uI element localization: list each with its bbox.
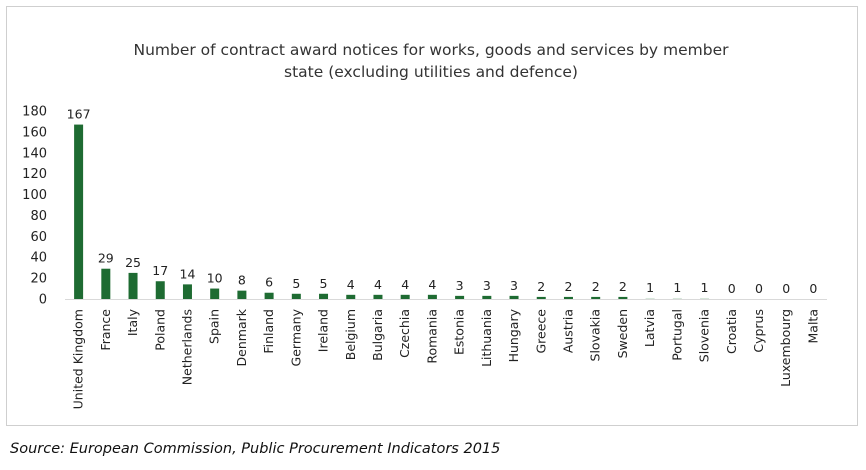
bar — [210, 288, 220, 299]
bar — [182, 284, 192, 299]
data-label: 3 — [483, 278, 491, 293]
bar — [618, 296, 628, 299]
bar — [591, 296, 601, 299]
bar — [155, 281, 165, 299]
bar — [101, 268, 111, 299]
data-label: 8 — [238, 273, 246, 288]
bar — [291, 293, 301, 299]
category-label: Hungary — [506, 308, 521, 362]
y-tick-label: 160 — [22, 125, 47, 140]
data-label: 29 — [98, 251, 114, 266]
category-label: Slovenia — [697, 309, 712, 362]
data-label: 0 — [809, 281, 817, 296]
data-label: 1 — [646, 280, 654, 295]
data-label: 3 — [510, 278, 518, 293]
data-label: 0 — [755, 281, 763, 296]
data-label: 4 — [374, 277, 382, 292]
bar — [509, 295, 519, 299]
y-tick-label: 0 — [39, 293, 47, 308]
data-label: 2 — [592, 279, 600, 294]
data-label: 1 — [701, 280, 709, 295]
category-label: Croatia — [724, 309, 739, 354]
category-label: Czechia — [397, 309, 412, 358]
bar — [536, 296, 546, 299]
y-tick-label: 60 — [30, 230, 47, 245]
data-label: 4 — [428, 277, 436, 292]
category-label: Bulgaria — [370, 309, 385, 361]
bar — [645, 297, 655, 299]
bar — [672, 297, 682, 299]
category-label: Greece — [533, 309, 548, 354]
y-tick-label: 40 — [30, 251, 47, 266]
bar — [346, 294, 356, 299]
bar — [563, 296, 573, 299]
bar — [264, 292, 274, 299]
data-label: 3 — [456, 278, 464, 293]
y-tick-label: 20 — [30, 272, 47, 287]
category-label: Poland — [152, 309, 167, 351]
data-label: 167 — [67, 107, 91, 122]
x-axis: United Kingdom France Italy Poland Netherlan… — [65, 299, 827, 409]
bar — [128, 272, 138, 299]
data-label: 2 — [537, 279, 545, 294]
data-label: 17 — [152, 263, 168, 278]
category-label: Austria — [560, 309, 575, 353]
category-label: France — [98, 309, 113, 351]
bar — [400, 294, 410, 299]
y-tick-label: 120 — [22, 167, 47, 182]
category-label: Germany — [288, 308, 303, 366]
chart-frame: Number of contract award notices for wor… — [6, 6, 858, 426]
category-label: United Kingdom — [71, 309, 86, 409]
data-label: 4 — [347, 277, 355, 292]
category-label: Ireland — [316, 309, 331, 352]
bar — [700, 297, 710, 299]
category-label: Cyprus — [751, 309, 766, 353]
category-label: Spain — [207, 309, 222, 344]
category-label: Latvia — [642, 309, 657, 347]
source-note: Source: European Commission, Public Proc… — [10, 441, 501, 457]
data-label: 25 — [125, 255, 141, 270]
bar — [319, 293, 329, 299]
category-label: Estonia — [452, 309, 467, 355]
y-tick-label: 100 — [22, 188, 47, 203]
data-label: 0 — [782, 281, 790, 296]
category-label: Denmark — [234, 308, 249, 366]
bar — [373, 294, 383, 299]
category-label: Portugal — [669, 309, 684, 361]
y-tick-label: 140 — [22, 146, 47, 161]
bar — [482, 295, 492, 299]
category-label: Italy — [125, 308, 140, 336]
y-tick-label: 180 — [22, 105, 47, 120]
chart-title-line-1: Number of contract award notices for wor… — [133, 41, 729, 59]
bars — [74, 124, 710, 299]
data-label: 10 — [207, 271, 223, 286]
bar — [237, 290, 247, 299]
category-label: Lithuania — [479, 309, 494, 367]
category-label: Slovakia — [588, 309, 603, 361]
data-label: 0 — [728, 281, 736, 296]
data-label: 14 — [180, 266, 196, 281]
data-label: 1 — [673, 280, 681, 295]
category-label: Finland — [261, 309, 276, 354]
y-tick-label: 80 — [30, 209, 47, 224]
chart-title-line-2: state (excluding utilities and defence) — [284, 63, 578, 81]
category-label: Netherlands — [179, 309, 194, 385]
data-label: 2 — [564, 279, 572, 294]
data-label: 2 — [619, 279, 627, 294]
bar — [74, 124, 84, 299]
bar-chart: Number of contract award notices for wor… — [22, 41, 827, 409]
category-label: Luxembourg — [778, 309, 793, 387]
data-label: 5 — [320, 276, 328, 291]
bar — [455, 295, 465, 299]
category-label: Sweden — [615, 309, 630, 358]
category-label: Malta — [805, 309, 820, 343]
category-label: Belgium — [343, 309, 358, 360]
category-label: Romania — [424, 309, 439, 364]
data-label: 5 — [292, 276, 300, 291]
y-axis: 0 20 40 60 80 100 120 140 160 180 — [22, 105, 47, 308]
bar — [427, 294, 437, 299]
data-label: 6 — [265, 275, 273, 290]
data-label: 4 — [401, 277, 409, 292]
